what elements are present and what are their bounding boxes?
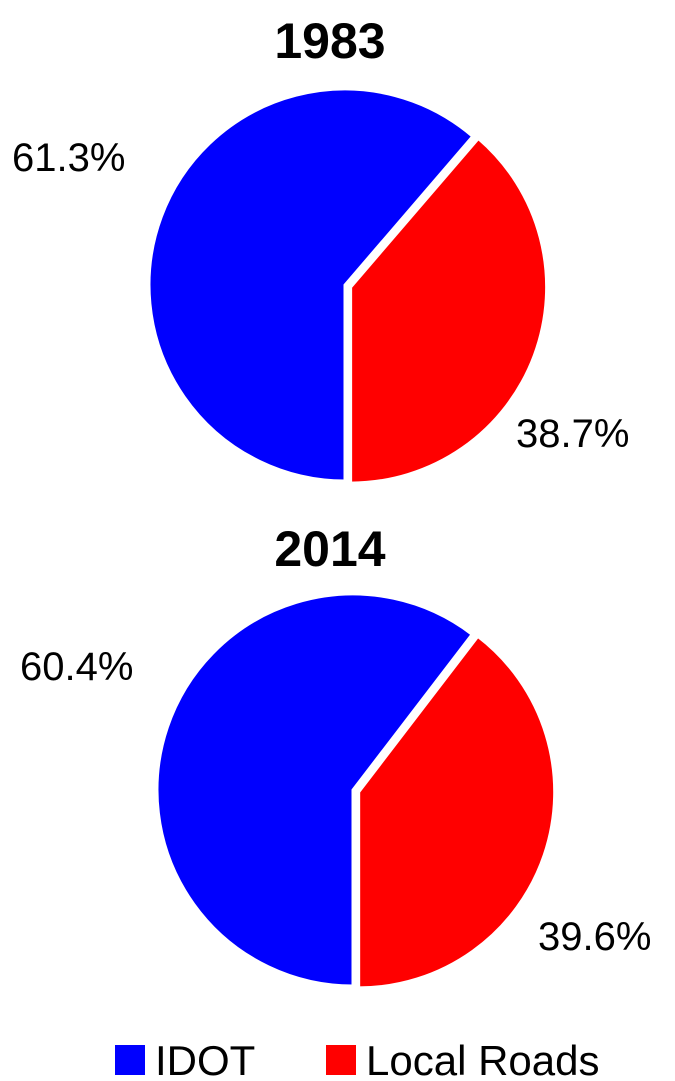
slice-label-local-roads-1983: 38.7% [516, 412, 629, 456]
pie-0-slices [147, 87, 549, 485]
pie-slice-local-roads-1983 [349, 136, 549, 485]
pie-slice-local-roads-2014 [357, 634, 557, 990]
legend-swatch-idot [115, 1045, 145, 1075]
pie-1-slices [155, 592, 557, 990]
pie-chart-1983: 1983 61.3% 38.7% [12, 13, 629, 485]
legend-label-idot: IDOT [155, 1037, 255, 1081]
legend-label-local-roads: Local Roads [366, 1037, 599, 1081]
chart-title-2014: 2014 [274, 521, 385, 577]
pie-chart-2014: 2014 60.4% 39.6% [20, 521, 651, 990]
chart-title-1983: 1983 [274, 13, 385, 69]
legend: IDOT Local Roads [115, 1037, 599, 1081]
slice-label-idot-1983: 61.3% [12, 136, 125, 180]
slice-label-local-roads-2014: 39.6% [538, 915, 651, 959]
pie-slice-idot-1983 [147, 87, 475, 483]
slice-label-idot-2014: 60.4% [20, 645, 133, 689]
pie-slice-idot-2014 [155, 592, 475, 988]
legend-swatch-local-roads [326, 1045, 356, 1075]
